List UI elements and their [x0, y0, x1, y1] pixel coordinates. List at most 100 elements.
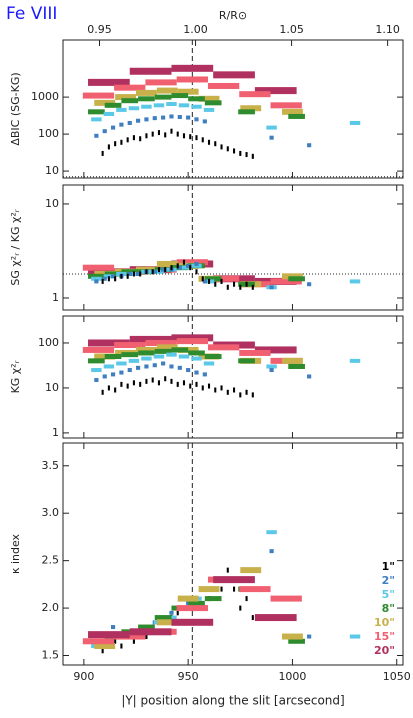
data-bar: [239, 284, 242, 290]
data-bar: [154, 94, 172, 100]
data-bar: [349, 634, 361, 639]
data-bar: [254, 614, 297, 622]
data-bar: [114, 84, 146, 91]
data-bar: [307, 282, 312, 287]
data-bar: [233, 387, 236, 393]
data-bar: [132, 380, 135, 386]
data-bar: [170, 378, 173, 384]
data-bar: [239, 91, 271, 98]
data-bar: [207, 82, 240, 89]
data-bar: [269, 549, 274, 554]
data-bar: [154, 348, 172, 354]
data-bar: [266, 364, 277, 369]
data-bar: [245, 152, 248, 158]
data-bar: [198, 95, 220, 102]
data-bar: [307, 374, 312, 379]
y-tick-label: 2.0: [42, 601, 60, 614]
data-bar: [138, 624, 155, 630]
data-bar: [269, 135, 274, 140]
data-bar: [204, 596, 222, 602]
data-bar: [171, 93, 189, 99]
data-bar: [176, 610, 179, 616]
x-tick-label: 1000: [278, 670, 306, 683]
data-bar: [88, 109, 105, 115]
data-bar: [189, 134, 192, 140]
data-bar: [171, 618, 214, 626]
data-bar: [110, 625, 116, 630]
data-bar: [145, 133, 148, 139]
data-bar: [251, 615, 254, 621]
data-bar: [220, 278, 223, 284]
data-bar: [349, 279, 361, 284]
data-bar: [245, 389, 248, 395]
data-bar: [114, 276, 117, 282]
legend-entry: 8": [382, 602, 395, 615]
data-bar: [104, 271, 122, 277]
data-bar: [154, 615, 172, 621]
data-bar: [191, 104, 202, 109]
data-bar: [251, 284, 254, 290]
y-axis-label: SG χ²ᵣ / KG χ²ᵣ: [9, 209, 22, 285]
data-bar: [171, 347, 189, 353]
data-bar: [194, 370, 199, 375]
data-bar: [161, 267, 166, 272]
data-bar: [169, 114, 174, 119]
legend-entry: 5": [382, 588, 395, 601]
y-tick-label: 1: [52, 291, 59, 304]
data-bar: [239, 349, 271, 356]
data-bar: [145, 339, 177, 346]
data-bar: [176, 381, 179, 387]
data-bar: [288, 276, 305, 282]
data-bar: [145, 378, 148, 384]
data-bar: [177, 595, 199, 602]
data-bar: [169, 610, 174, 615]
data-bar: [288, 113, 305, 119]
data-bar: [129, 628, 172, 636]
y-tick-label: 3.0: [42, 506, 60, 519]
data-bar: [156, 260, 178, 267]
data-bar: [161, 115, 166, 120]
data-bar: [127, 368, 132, 373]
data-bar: [198, 586, 220, 593]
data-bar: [240, 105, 262, 112]
data-bar: [94, 279, 99, 284]
x2-tick-label: 1.10: [375, 23, 400, 36]
data-bar: [220, 586, 223, 592]
data-bar: [214, 387, 217, 393]
data-bar: [238, 358, 255, 364]
data-bar: [157, 267, 160, 273]
legend-entry: 10": [374, 616, 395, 629]
data-bar: [203, 107, 215, 112]
data-bar: [104, 102, 122, 108]
data-bar: [107, 276, 110, 282]
data-bar: [153, 354, 165, 359]
data-bar: [145, 634, 148, 640]
data-bar: [239, 586, 271, 593]
data-bar: [102, 276, 107, 281]
data-bar: [116, 107, 127, 112]
data-bar: [104, 354, 122, 360]
y-tick-label: 3.5: [42, 459, 60, 472]
data-bar: [195, 135, 198, 141]
data-bar: [128, 106, 140, 111]
data-bar: [120, 139, 123, 145]
data-bar: [254, 346, 297, 354]
data-bar: [188, 96, 205, 102]
data-bar: [157, 380, 160, 386]
data-bar: [233, 281, 236, 287]
data-bar: [239, 605, 242, 611]
data-bar: [121, 352, 139, 358]
data-bar: [207, 344, 240, 351]
data-bar: [226, 146, 229, 152]
data-bar: [94, 378, 99, 383]
data-bar: [88, 358, 105, 364]
data-bar: [102, 129, 107, 134]
data-bar: [254, 87, 297, 95]
data-bar: [195, 269, 198, 275]
data-bar: [132, 135, 135, 141]
data-bar: [107, 385, 110, 391]
y-axis-label: ΔBIC (SG-KG): [9, 72, 22, 145]
data-bar: [110, 274, 116, 279]
data-bar: [176, 263, 179, 269]
